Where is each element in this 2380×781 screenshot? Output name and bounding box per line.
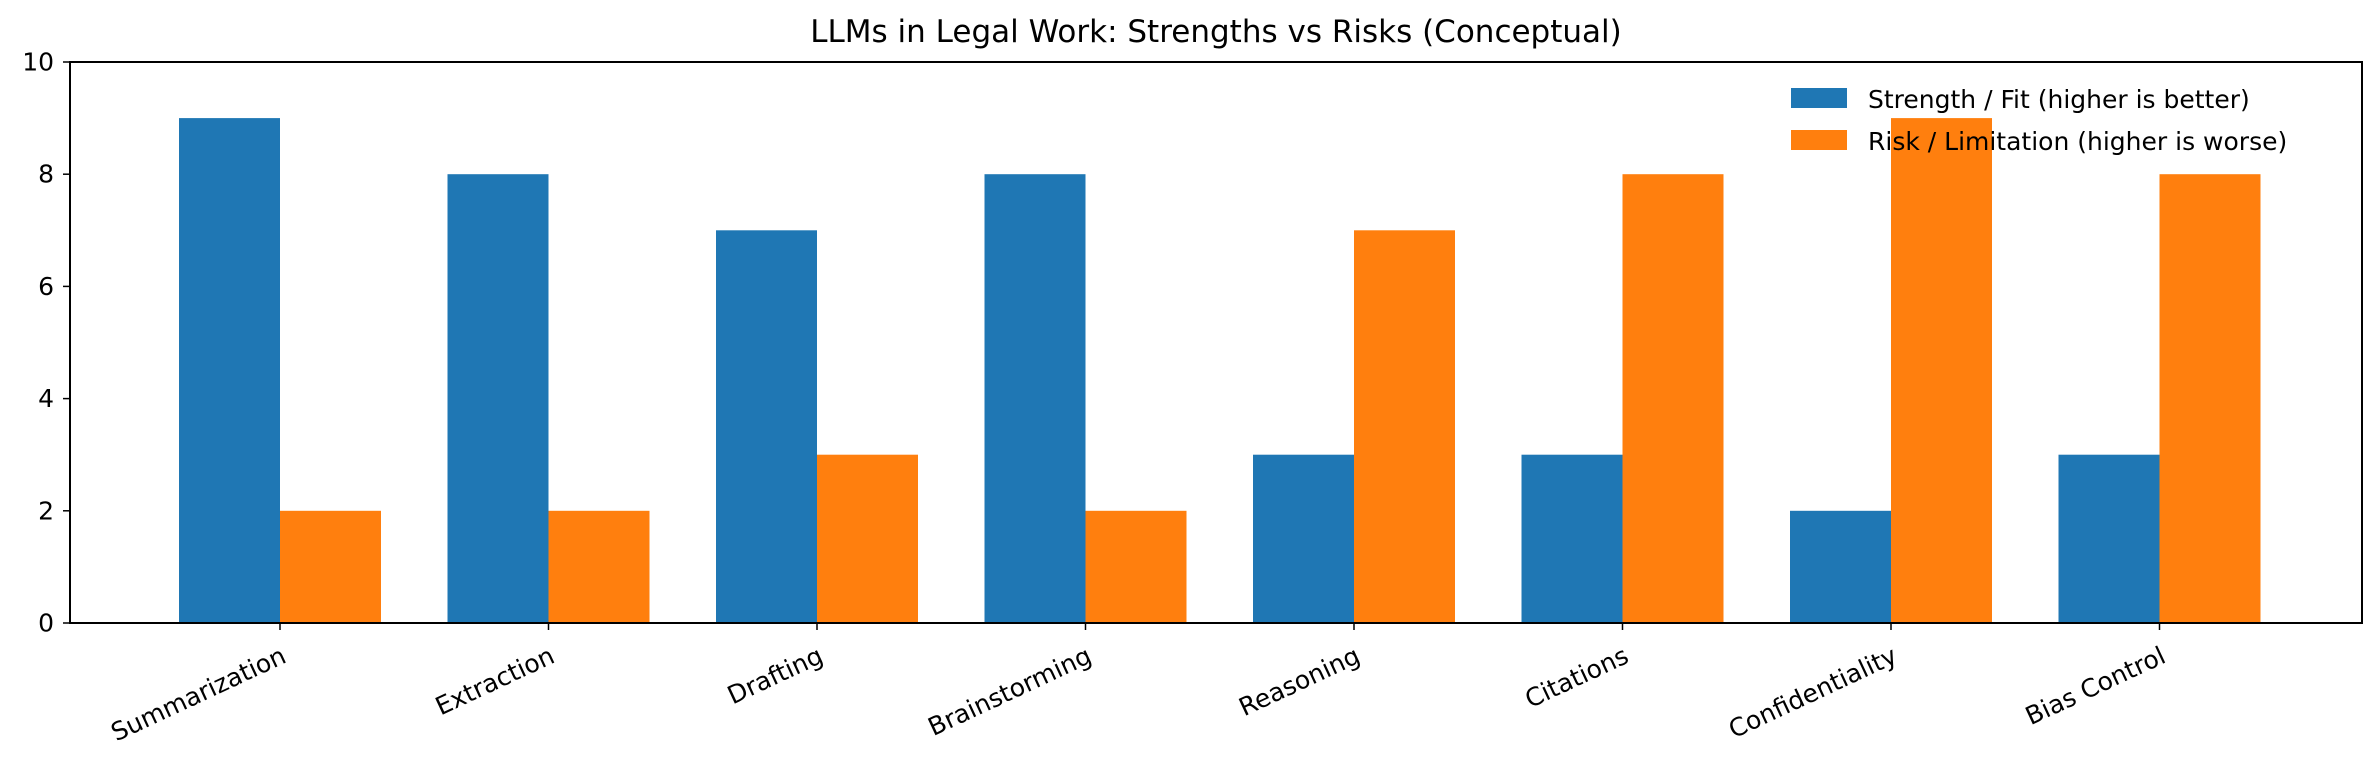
y-axis: 0 2 4 6 8 10 (22, 48, 70, 638)
bar-risk-reasoning (1354, 230, 1455, 624)
legend-label-strength: Strength / Fit (higher is better) (1868, 85, 2250, 114)
legend: Strength / Fit (higher is better) Risk /… (1791, 85, 2287, 156)
bar-strength-reasoning (1253, 454, 1354, 623)
bar-risk-extraction (548, 510, 650, 623)
bar-strength-citations (1521, 454, 1623, 623)
bar-risk-brainstorming (1085, 510, 1187, 623)
bar-strength-brainstorming (984, 174, 1086, 623)
chart-title: LLMs in Legal Work: Strengths vs Risks (… (810, 14, 1622, 50)
plot-frame (69, 61, 2363, 624)
y-tick-label-10: 10 (22, 48, 54, 77)
bar-risk-citations (1622, 174, 1724, 623)
legend-label-risk: Risk / Limitation (higher is worse) (1868, 127, 2287, 156)
y-tick-label-4: 4 (38, 384, 54, 413)
bar-risk-bias-control (2159, 174, 2261, 623)
bar-strength-drafting (716, 230, 817, 624)
bar-strength-confidentiality (1790, 510, 1891, 623)
y-tick-label-6: 6 (38, 272, 54, 301)
bar-risk-summarization (280, 510, 381, 623)
bar-strength-extraction (447, 174, 549, 623)
bar-risk-confidentiality (1891, 118, 1992, 623)
bars-layer (179, 118, 2261, 624)
bar-strength-summarization (179, 118, 280, 623)
y-tick-label-2: 2 (38, 496, 54, 525)
legend-swatch-strength (1791, 88, 1847, 108)
bar-risk-drafting (817, 454, 918, 623)
bar-strength-bias-control (2058, 454, 2160, 623)
y-tick-label-8: 8 (38, 160, 54, 189)
y-tick-label-0: 0 (38, 609, 54, 638)
legend-swatch-risk (1791, 130, 1847, 150)
